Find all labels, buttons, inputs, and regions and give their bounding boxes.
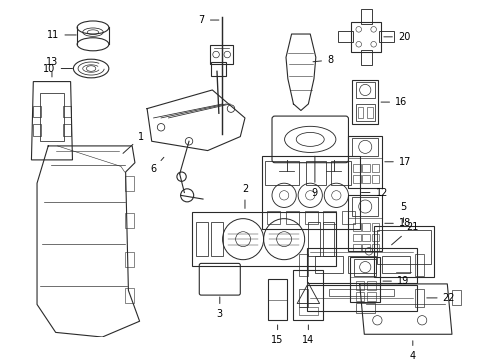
Text: 3: 3 [216, 297, 223, 319]
Bar [33, 106, 41, 117]
Bar [338, 31, 352, 42]
Bar [299, 254, 308, 276]
Bar [379, 31, 393, 42]
Bar [211, 222, 222, 256]
Text: 4: 4 [409, 341, 415, 360]
Bar [353, 259, 376, 275]
Bar [63, 106, 70, 117]
Text: 20: 20 [383, 32, 409, 42]
Bar [261, 156, 359, 229]
Text: 22: 22 [426, 293, 454, 303]
Bar [308, 222, 319, 256]
Bar [373, 226, 433, 278]
Text: 18: 18 [384, 218, 410, 228]
Text: 11: 11 [47, 30, 76, 40]
Bar [362, 175, 369, 183]
Text: 6: 6 [150, 157, 163, 174]
Bar [360, 9, 371, 24]
Bar [352, 164, 360, 172]
Bar [268, 279, 286, 320]
Bar [371, 223, 379, 231]
Bar [211, 62, 226, 76]
Bar [371, 164, 379, 172]
Bar [328, 289, 393, 296]
Text: 17: 17 [384, 157, 410, 167]
Bar [362, 223, 369, 231]
Bar [348, 256, 376, 273]
Bar [350, 22, 380, 52]
Bar [348, 136, 381, 188]
Bar [351, 197, 378, 216]
Bar [323, 222, 334, 256]
Text: 9: 9 [311, 156, 317, 198]
Text: 15: 15 [271, 325, 283, 345]
Bar [362, 234, 369, 241]
Bar [124, 213, 134, 228]
Bar [357, 107, 363, 118]
Bar [414, 254, 423, 276]
Bar [352, 223, 360, 231]
Bar [33, 125, 41, 136]
Bar [285, 211, 299, 224]
Bar [371, 234, 379, 241]
Bar [360, 50, 371, 65]
Text: 19: 19 [382, 276, 408, 286]
Bar [267, 211, 280, 224]
Bar [366, 292, 375, 301]
Bar [371, 244, 379, 251]
Bar [304, 211, 317, 224]
Bar [63, 125, 70, 136]
Bar [191, 212, 336, 266]
Bar [355, 104, 374, 121]
Bar [40, 93, 64, 141]
Bar [299, 307, 317, 315]
Bar [414, 289, 423, 307]
Bar [124, 176, 134, 191]
Text: 8: 8 [312, 55, 332, 65]
Text: 1: 1 [123, 132, 143, 153]
Bar [314, 256, 342, 273]
Bar [362, 244, 369, 251]
Bar [323, 211, 336, 224]
Bar [349, 257, 379, 302]
Bar [352, 234, 360, 241]
Text: 7: 7 [198, 15, 219, 25]
Bar [355, 281, 364, 289]
Bar [330, 161, 350, 185]
Text: 5: 5 [400, 202, 406, 222]
Bar [381, 256, 409, 273]
Bar [305, 161, 325, 185]
Bar [124, 288, 134, 302]
Bar [352, 175, 360, 183]
Bar [293, 270, 323, 320]
Bar [124, 252, 134, 267]
Bar [196, 222, 207, 256]
Bar [351, 138, 378, 156]
Bar [366, 281, 375, 289]
Bar [371, 175, 379, 183]
Bar [377, 230, 429, 264]
Bar [355, 303, 374, 313]
Bar [355, 292, 364, 301]
Text: 2: 2 [242, 184, 247, 208]
Text: 16: 16 [380, 97, 407, 107]
Bar [306, 285, 416, 311]
Bar [210, 45, 232, 64]
Bar [366, 107, 372, 118]
Bar [265, 161, 299, 185]
Bar [362, 164, 369, 172]
Bar [351, 80, 378, 125]
Bar [306, 248, 416, 283]
Text: 12: 12 [361, 188, 387, 198]
Bar [341, 211, 354, 224]
Bar [352, 244, 360, 251]
Text: 13: 13 [46, 57, 58, 77]
Bar [451, 291, 460, 305]
Bar [355, 82, 374, 98]
Bar [348, 195, 381, 251]
Text: 21: 21 [391, 222, 418, 245]
Text: 10: 10 [43, 63, 72, 73]
Text: 14: 14 [302, 325, 314, 345]
Bar [299, 289, 308, 307]
